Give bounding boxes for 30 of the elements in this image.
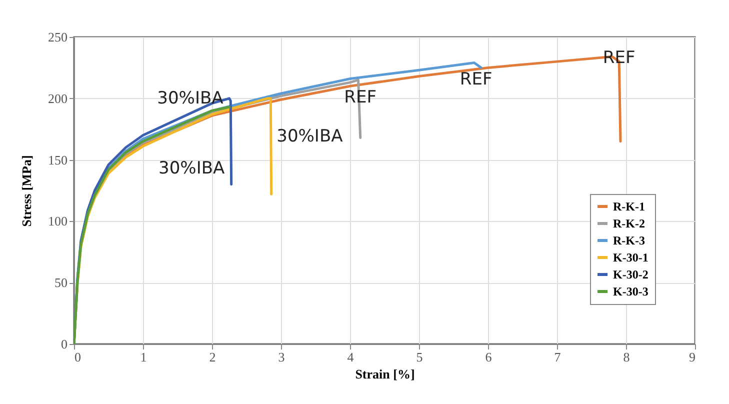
legend-label: K-30-2: [613, 268, 648, 282]
x-tick-label: 7: [554, 350, 562, 364]
x-tick-label: 8: [623, 350, 630, 364]
y-tick-label: 100: [48, 214, 68, 229]
legend-label: K-30-3: [613, 284, 648, 298]
annotation: 30%IBA: [158, 158, 225, 178]
x-tick-label: 3: [278, 350, 285, 364]
legend-label: K-30-1: [613, 250, 648, 264]
annotation: REF: [602, 48, 636, 68]
legend-label: R-K-3: [613, 234, 645, 248]
y-tick-label: 250: [48, 30, 68, 44]
legend-label: R-K-1: [613, 200, 645, 214]
annotation: 30%IBA: [276, 126, 344, 146]
x-tick-label: 1: [140, 350, 147, 364]
x-tick-label: 6: [485, 350, 492, 364]
annotation: REF: [460, 70, 492, 90]
x-tick-label: 5: [416, 350, 423, 364]
y-tick-label: 0: [61, 336, 68, 352]
x-tick-label: 0: [74, 350, 81, 364]
y-tick-label: 50: [54, 275, 68, 290]
y-axis-title: Stress [MPa]: [19, 155, 34, 227]
x-axis-title: Strain [%]: [355, 366, 415, 382]
annotation: 30%IBA: [157, 88, 224, 108]
legend-label: R-K-2: [613, 216, 645, 230]
annotation: REF: [344, 88, 377, 108]
y-tick-label: 200: [48, 90, 68, 106]
x-tick-label: 9: [689, 350, 696, 364]
x-tick-label: 4: [347, 350, 354, 364]
y-tick-label: 150: [48, 152, 68, 168]
x-tick-label: 2: [209, 350, 216, 364]
